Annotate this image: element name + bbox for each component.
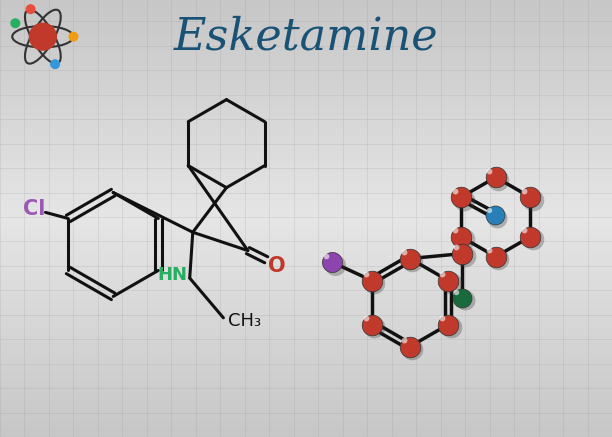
Point: [491, 174, 501, 181]
Point: [493, 215, 502, 222]
Point: [367, 321, 377, 328]
Point: [519, 187, 529, 194]
Point: [451, 244, 461, 251]
Point: [405, 255, 415, 262]
Point: [408, 257, 417, 264]
Point: [370, 323, 379, 330]
Point: [399, 249, 409, 256]
Text: HN: HN: [157, 266, 188, 284]
Point: [446, 323, 455, 330]
Point: [450, 187, 460, 194]
Point: [450, 227, 460, 234]
Point: [457, 294, 467, 301]
Point: [370, 280, 379, 287]
Point: [491, 253, 501, 260]
Circle shape: [26, 5, 35, 14]
Point: [446, 280, 455, 287]
Point: [327, 259, 337, 266]
Point: [485, 167, 494, 174]
Point: [528, 236, 537, 243]
Circle shape: [69, 32, 78, 41]
Point: [405, 343, 415, 350]
Point: [457, 194, 466, 201]
Point: [443, 321, 453, 328]
Point: [360, 315, 370, 322]
Point: [451, 288, 461, 295]
Point: [443, 277, 453, 284]
Point: [519, 227, 529, 234]
Point: [437, 271, 447, 277]
Point: [525, 194, 535, 201]
Point: [330, 261, 340, 268]
Point: [360, 271, 370, 277]
Point: [460, 253, 469, 260]
Point: [493, 176, 503, 183]
Text: Esketamine: Esketamine: [174, 15, 438, 58]
Point: [493, 256, 503, 263]
Point: [460, 297, 469, 304]
Point: [528, 196, 537, 203]
Text: Cl: Cl: [23, 199, 46, 219]
Point: [525, 233, 535, 240]
Point: [484, 206, 494, 213]
Text: O: O: [269, 256, 286, 276]
Point: [457, 250, 467, 257]
Circle shape: [51, 60, 59, 69]
Point: [408, 346, 417, 353]
Point: [399, 336, 409, 343]
Point: [367, 277, 377, 284]
Point: [485, 247, 494, 254]
Point: [437, 315, 447, 322]
Point: [490, 212, 500, 219]
Point: [459, 236, 469, 243]
Point: [457, 233, 466, 240]
Circle shape: [11, 19, 20, 28]
Circle shape: [29, 23, 56, 50]
Point: [459, 196, 469, 203]
Point: [321, 253, 331, 260]
Text: CH₃: CH₃: [228, 312, 261, 330]
